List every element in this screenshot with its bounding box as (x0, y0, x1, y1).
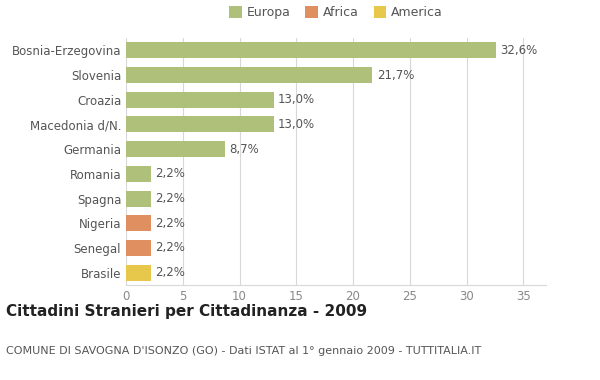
Text: 2,2%: 2,2% (155, 192, 185, 205)
Text: Cittadini Stranieri per Cittadinanza - 2009: Cittadini Stranieri per Cittadinanza - 2… (6, 304, 367, 319)
Bar (126, 264, 151, 281)
Text: 32,6%: 32,6% (500, 44, 538, 57)
Text: 13,0%: 13,0% (278, 93, 315, 106)
Text: COMUNE DI SAVOGNA D'ISONZO (GO) - Dati ISTAT al 1° gennaio 2009 - TUTTITALIA.IT: COMUNE DI SAVOGNA D'ISONZO (GO) - Dati I… (6, 346, 481, 356)
Bar (126, 42, 496, 59)
Legend: Europa, Africa, America: Europa, Africa, America (227, 4, 445, 22)
Bar (126, 166, 151, 182)
Bar (126, 116, 274, 133)
Bar (126, 141, 225, 157)
Bar (126, 92, 274, 108)
Text: 2,2%: 2,2% (155, 217, 185, 230)
Text: 21,7%: 21,7% (377, 68, 414, 82)
Bar (126, 190, 151, 207)
Bar (126, 215, 151, 231)
Bar (126, 240, 151, 256)
Text: 2,2%: 2,2% (155, 241, 185, 255)
Text: 13,0%: 13,0% (278, 118, 315, 131)
Text: 2,2%: 2,2% (155, 266, 185, 279)
Text: 2,2%: 2,2% (155, 167, 185, 180)
Bar (126, 67, 373, 83)
Text: 8,7%: 8,7% (229, 142, 259, 156)
